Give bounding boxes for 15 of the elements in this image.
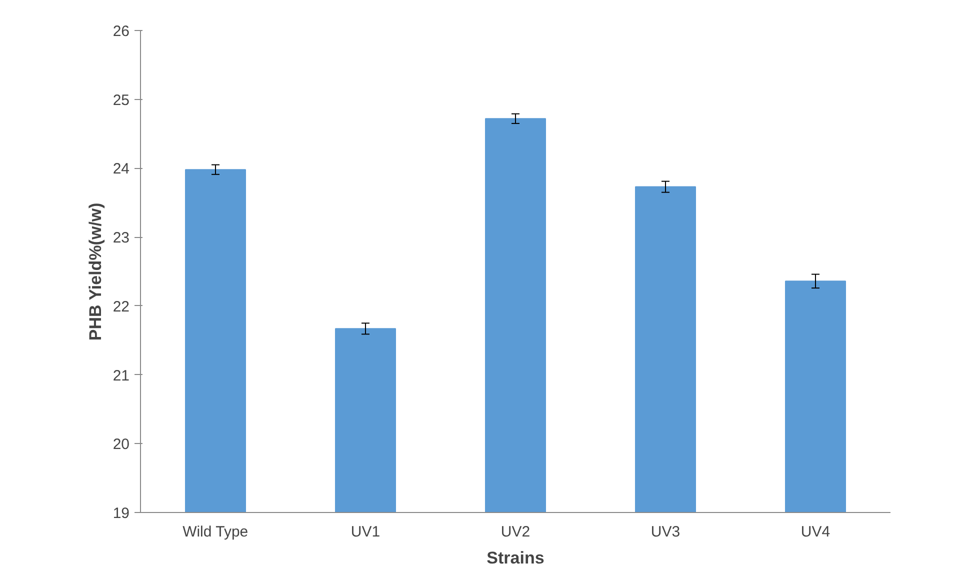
y-tick-label: 23 <box>112 230 130 247</box>
x-axis-title: Strains <box>486 548 544 568</box>
x-tick-label: Wild Type <box>182 524 248 540</box>
x-tick-label: UV2 <box>500 524 530 540</box>
y-tick-label: 22 <box>112 298 130 316</box>
x-tick-label: UV4 <box>800 524 830 540</box>
y-tick-label: 25 <box>112 92 130 109</box>
x-tick-label: UV3 <box>650 524 680 540</box>
y-tick-label: 21 <box>112 367 130 384</box>
y-tick-label: 26 <box>112 23 130 40</box>
y-tick-label: 20 <box>112 436 130 454</box>
y-tick-label: 19 <box>112 505 130 522</box>
x-tick-label: UV1 <box>350 524 380 540</box>
y-tick-label: 24 <box>112 160 130 178</box>
y-axis-title: PHB Yield%(w/w) <box>86 202 105 341</box>
